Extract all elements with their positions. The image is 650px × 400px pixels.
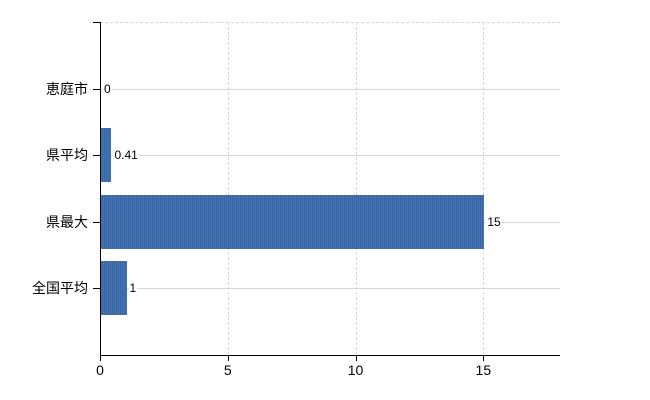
x-tick-label: 10 bbox=[347, 362, 364, 378]
bar-value-label: 0 bbox=[103, 80, 112, 97]
y-axis-tick bbox=[93, 22, 100, 23]
row-gridline bbox=[100, 155, 560, 157]
x-axis-tick bbox=[227, 356, 229, 361]
x-gridline bbox=[355, 22, 357, 355]
y-axis-tick bbox=[93, 288, 100, 290]
x-axis-tick bbox=[483, 356, 485, 361]
x-axis-tick bbox=[355, 356, 357, 361]
bar-value-label: 0.41 bbox=[113, 147, 139, 164]
x-gridline bbox=[227, 22, 229, 355]
bar bbox=[101, 128, 112, 183]
bar bbox=[101, 261, 127, 316]
bar-value-label: 1 bbox=[128, 280, 138, 297]
y-axis-tick bbox=[93, 221, 100, 223]
row-gridline bbox=[100, 88, 560, 90]
bar-value-label: 15 bbox=[486, 213, 502, 230]
x-tick-label: 0 bbox=[96, 362, 104, 378]
plot-top-border bbox=[100, 22, 560, 23]
x-tick-label: 15 bbox=[475, 362, 492, 378]
bar bbox=[101, 194, 485, 249]
category-label: 恵庭市 bbox=[46, 80, 88, 97]
y-axis-line bbox=[100, 22, 101, 356]
y-axis-tick bbox=[93, 155, 100, 157]
y-axis-tick bbox=[93, 88, 100, 90]
category-label: 県平均 bbox=[46, 147, 88, 164]
x-tick-label: 5 bbox=[223, 362, 232, 378]
x-axis-tick bbox=[100, 356, 101, 361]
x-gridline bbox=[483, 22, 485, 355]
category-label: 全国平均 bbox=[32, 280, 88, 297]
row-gridline bbox=[100, 288, 560, 290]
category-label: 県最大 bbox=[46, 213, 88, 230]
x-axis-line bbox=[100, 355, 560, 356]
